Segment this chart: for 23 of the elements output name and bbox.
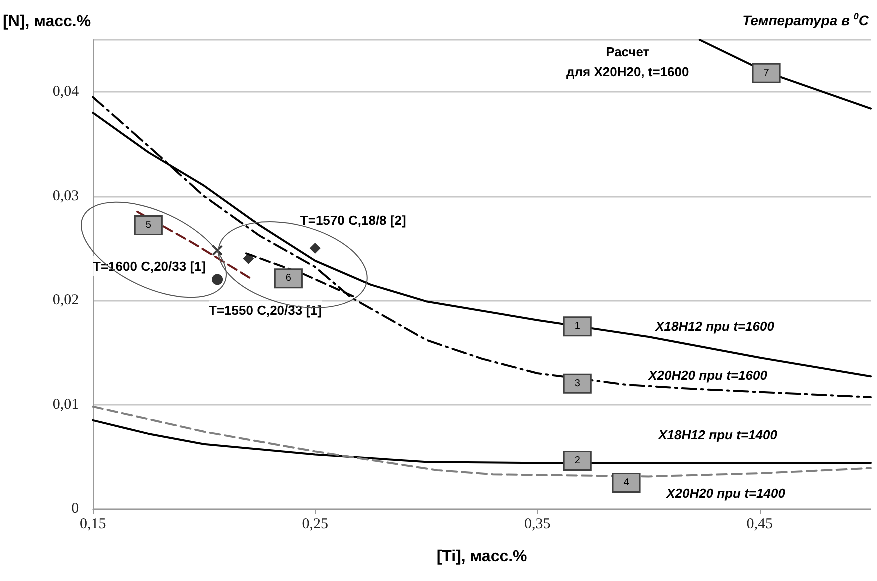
x-tick-label: 0,45	[746, 516, 773, 532]
annotation: 3	[574, 378, 581, 390]
x-axis-title: [Ti], масс.%	[436, 548, 528, 566]
annotation: 1	[574, 321, 581, 332]
series-label: X20H20 при t=1600	[648, 368, 768, 383]
annotation: 6	[286, 273, 292, 284]
x-tick-label: 0,25	[302, 516, 328, 532]
y-tick-label: 0	[72, 501, 80, 517]
y-tick-label: 0,03	[52, 188, 80, 204]
series-label: X18H12 при t=1600	[654, 319, 776, 334]
series-label: X18H12 при t=1400	[658, 428, 778, 443]
y-tick-label: 0,04	[52, 84, 80, 100]
annotation: 4	[624, 477, 630, 488]
y-tick-label: 0,02	[52, 292, 80, 309]
x-tick-label: 0,15	[80, 516, 106, 532]
series-label: T=1570 C,18/8 [2]	[300, 212, 406, 228]
y-axis-title: [N], масс.%	[3, 14, 92, 30]
y-tick-label: 0,01	[52, 396, 80, 413]
annotation: 5	[146, 220, 152, 232]
annotation: 2	[574, 456, 581, 467]
x-tick-label: 0,35	[524, 516, 551, 532]
series-label: Расчет для X20H20, t=1600	[566, 44, 690, 80]
series-label: X20H20 при t=1400	[666, 486, 786, 501]
